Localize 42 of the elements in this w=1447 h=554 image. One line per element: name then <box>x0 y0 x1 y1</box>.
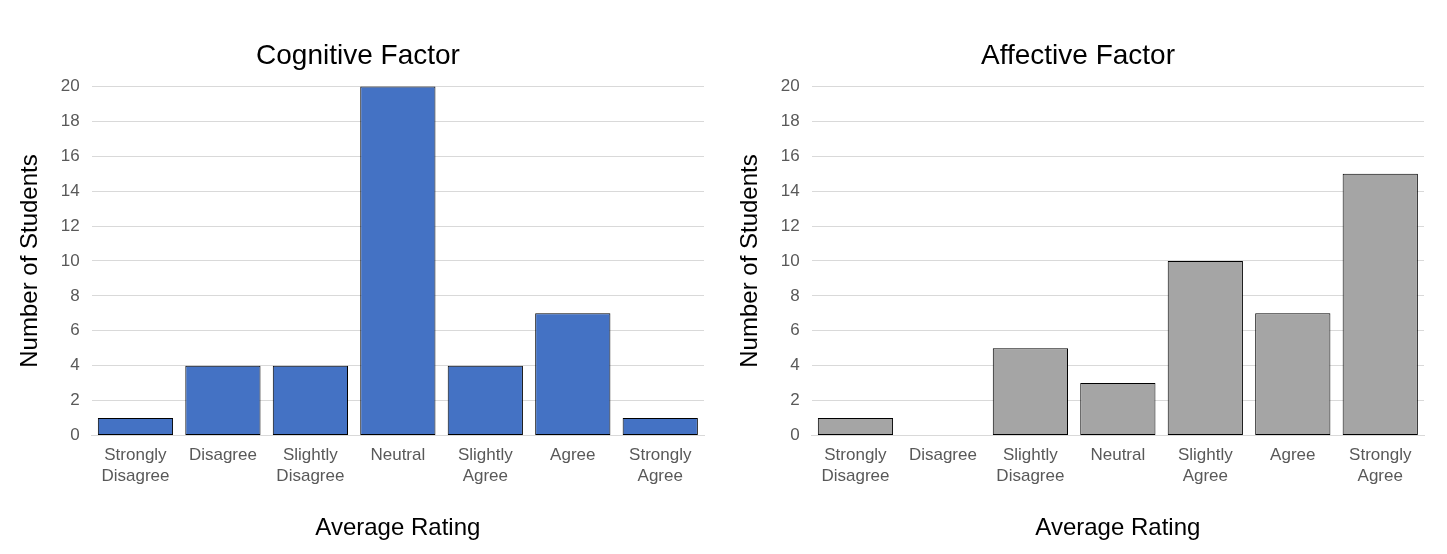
y-tick-label: 12 <box>780 215 800 235</box>
x-tick-label: Strongly Disagree <box>821 445 890 485</box>
x-tick-label: Strongly Agree <box>629 445 692 485</box>
y-axis-title: Number of Students <box>15 154 43 368</box>
y-tick-label: 10 <box>60 250 80 270</box>
x-tick-label: Neutral <box>1090 445 1146 465</box>
y-tick-label: 10 <box>780 250 800 270</box>
y-tick-label: 14 <box>780 180 800 200</box>
x-tick-label: Strongly Disagree <box>101 445 170 485</box>
y-tick-label: 16 <box>60 146 80 166</box>
y-tick-label: 12 <box>60 215 80 235</box>
x-tick-label: Neutral <box>370 445 426 465</box>
y-tick-label: 20 <box>780 76 800 96</box>
x-axis-title: Average Rating <box>315 513 481 541</box>
y-tick-label: 8 <box>70 285 80 305</box>
x-tick-label: Slightly Agree <box>1177 445 1234 485</box>
x-axis-title: Average Rating <box>1035 513 1201 541</box>
y-tick-label: 4 <box>70 355 80 375</box>
y-tick-label: 0 <box>70 425 80 445</box>
x-tick-label: Strongly Agree <box>1349 445 1412 485</box>
x-tick-label: Slightly Disagree <box>996 445 1065 485</box>
y-tick-label: 8 <box>790 285 800 305</box>
x-tick-label: Agree <box>1270 445 1316 465</box>
y-tick-label: 14 <box>60 180 80 200</box>
x-tick-label: Disagree <box>908 445 977 465</box>
y-tick-label: 0 <box>790 425 800 445</box>
y-tick-label: 20 <box>60 76 80 96</box>
y-tick-label: 2 <box>790 390 800 410</box>
y-axis-title: Number of Students <box>735 154 763 368</box>
y-tick-label: 18 <box>780 111 800 131</box>
x-tick-label: Slightly Agree <box>457 445 514 485</box>
chart-title: Cognitive Factor <box>256 38 460 70</box>
chart-title: Affective Factor <box>980 38 1176 70</box>
x-tick-label: Agree <box>550 445 596 465</box>
y-tick-label: 4 <box>790 355 800 375</box>
y-tick-label: 6 <box>70 320 80 340</box>
y-tick-label: 18 <box>60 111 80 131</box>
y-tick-label: 6 <box>790 320 800 340</box>
x-tick-label: Slightly Disagree <box>276 445 345 485</box>
y-tick-label: 2 <box>70 390 80 410</box>
y-tick-label: 16 <box>780 146 800 166</box>
x-tick-label: Disagree <box>188 445 257 465</box>
